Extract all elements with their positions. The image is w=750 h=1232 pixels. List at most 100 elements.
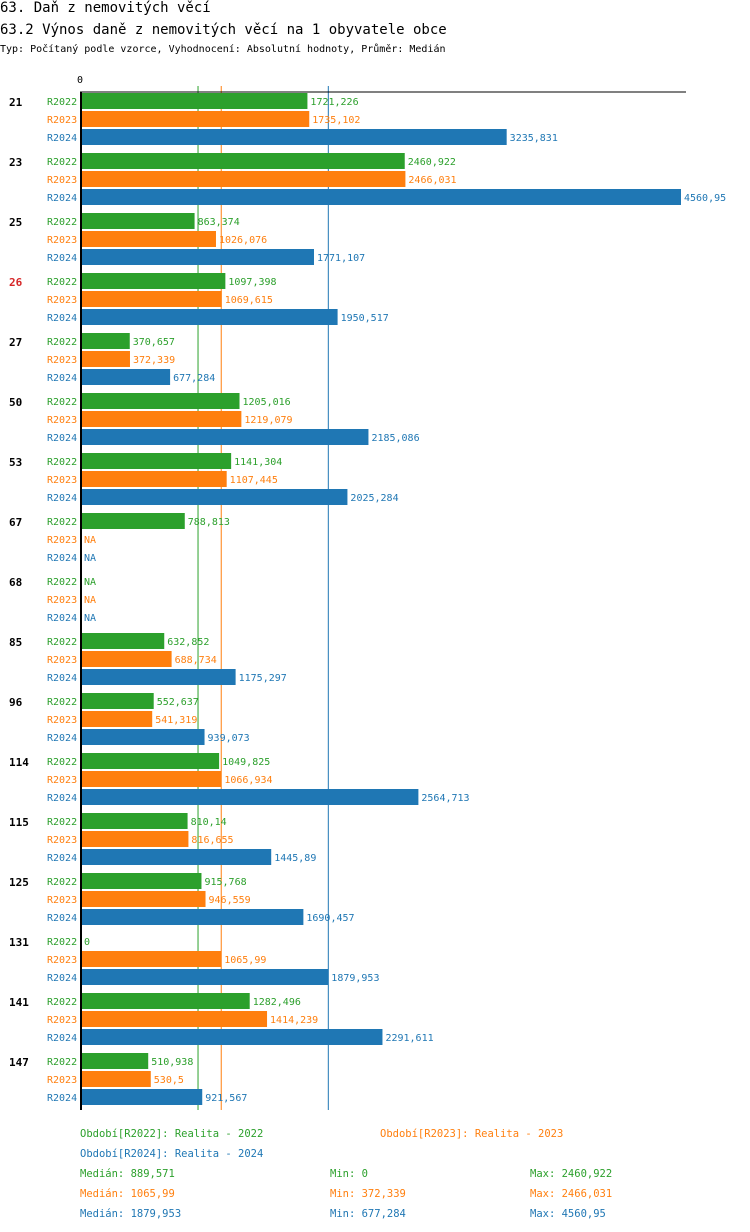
data-label: 788,813 — [188, 517, 230, 528]
data-label: 1069,615 — [225, 295, 273, 306]
series-label: R2022 — [47, 397, 77, 408]
chart-footer: Období[R2022]: Realita - 2022 Období[R20… — [0, 1122, 750, 1232]
data-label: 863,374 — [198, 217, 240, 228]
series-label: R2024 — [47, 373, 77, 384]
data-label: 1721,226 — [310, 97, 358, 108]
data-label: 1141,304 — [234, 457, 282, 468]
data-label: 372,339 — [133, 355, 175, 366]
data-label: 915,768 — [204, 877, 246, 888]
data-label: 1282,496 — [253, 997, 301, 1008]
data-label: 3235,831 — [510, 133, 558, 144]
bar — [81, 333, 130, 349]
bar — [81, 951, 222, 967]
legend-r2022: Období[R2022]: Realita - 2022 — [80, 1128, 264, 1140]
chart-meta-info: Typ: Počítaný podle vzorce, Vyhodnocení:… — [0, 44, 446, 55]
series-label: R2024 — [47, 793, 77, 804]
series-label: R2024 — [47, 973, 77, 984]
group-label: 115 — [9, 816, 29, 829]
bar — [81, 369, 171, 385]
series-label: R2023 — [47, 295, 77, 306]
series-label: R2023 — [47, 895, 77, 906]
bar — [81, 813, 188, 829]
series-label: R2023 — [47, 835, 77, 846]
series-label: R2023 — [47, 1075, 77, 1086]
data-label: 1735,102 — [312, 115, 360, 126]
group-label: 85 — [9, 636, 22, 649]
data-label: 4560,95 — [684, 193, 726, 204]
bar — [81, 231, 216, 247]
series-label: R2023 — [47, 415, 77, 426]
data-label: 552,637 — [157, 697, 199, 708]
group-label: 53 — [9, 456, 22, 469]
group-label: 114 — [9, 756, 29, 769]
series-label: R2022 — [47, 817, 77, 828]
data-label: 530,5 — [154, 1075, 184, 1086]
bar — [81, 1053, 149, 1069]
stat-max-r2022: Max: 2460,922 — [530, 1168, 613, 1180]
series-label: R2022 — [47, 457, 77, 468]
data-label: 1219,079 — [244, 415, 292, 426]
group-label: 125 — [9, 876, 29, 889]
bar — [81, 429, 369, 445]
legend-r2023: Období[R2023]: Realita - 2023 — [380, 1128, 564, 1140]
data-label: 2466,031 — [408, 175, 456, 186]
group-label: 25 — [9, 216, 22, 229]
series-label: R2023 — [47, 175, 77, 186]
bar — [81, 789, 419, 805]
data-label: 921,567 — [205, 1093, 247, 1104]
data-label: 2564,713 — [421, 793, 469, 804]
bar — [81, 189, 681, 205]
data-label: 1107,445 — [230, 475, 278, 486]
data-label: 632,852 — [167, 637, 209, 648]
series-label: R2023 — [47, 475, 77, 486]
series-label: R2024 — [47, 493, 77, 504]
group-label: 23 — [9, 156, 22, 169]
data-label: 1879,953 — [331, 973, 379, 984]
bar — [81, 729, 205, 745]
bar — [81, 249, 314, 265]
group-label: 67 — [9, 516, 22, 529]
series-label: R2022 — [47, 697, 77, 708]
series-label: R2024 — [47, 1033, 77, 1044]
data-label: 0 — [84, 937, 90, 948]
group-label: 21 — [9, 96, 23, 109]
data-label: 2460,922 — [408, 157, 456, 168]
bar — [81, 753, 220, 769]
x-tick-label: 0 — [77, 75, 83, 86]
stat-max-r2024: Max: 4560,95 — [530, 1208, 606, 1220]
group-label: 50 — [9, 396, 22, 409]
series-label: R2022 — [47, 997, 77, 1008]
bar — [81, 273, 226, 289]
data-label: 1065,99 — [224, 955, 266, 966]
data-label: NA — [84, 595, 96, 606]
data-label: 1205,016 — [243, 397, 291, 408]
bar — [81, 213, 195, 229]
data-label: 370,657 — [133, 337, 175, 348]
series-label: R2023 — [47, 235, 77, 246]
series-label: R2022 — [47, 517, 77, 528]
series-label: R2022 — [47, 637, 77, 648]
bar — [81, 153, 405, 169]
data-label: 1066,934 — [224, 775, 272, 786]
bar — [81, 651, 172, 667]
bar — [81, 633, 165, 649]
data-label: 946,559 — [209, 895, 251, 906]
legend-r2024: Období[R2024]: Realita - 2024 — [80, 1148, 264, 1160]
bar — [81, 669, 236, 685]
series-label: R2024 — [47, 133, 77, 144]
data-label: NA — [84, 535, 96, 546]
data-label: 688,734 — [175, 655, 217, 666]
data-label: 1097,398 — [228, 277, 276, 288]
series-label: R2024 — [47, 673, 77, 684]
bar — [81, 693, 154, 709]
bar — [81, 393, 240, 409]
bar — [81, 411, 242, 427]
series-label: R2024 — [47, 913, 77, 924]
series-label: R2023 — [47, 955, 77, 966]
series-label: R2024 — [47, 553, 77, 564]
group-label: 131 — [9, 936, 29, 949]
bar — [81, 291, 222, 307]
data-label: 1026,076 — [219, 235, 267, 246]
series-label: R2024 — [47, 313, 77, 324]
series-label: R2023 — [47, 535, 77, 546]
